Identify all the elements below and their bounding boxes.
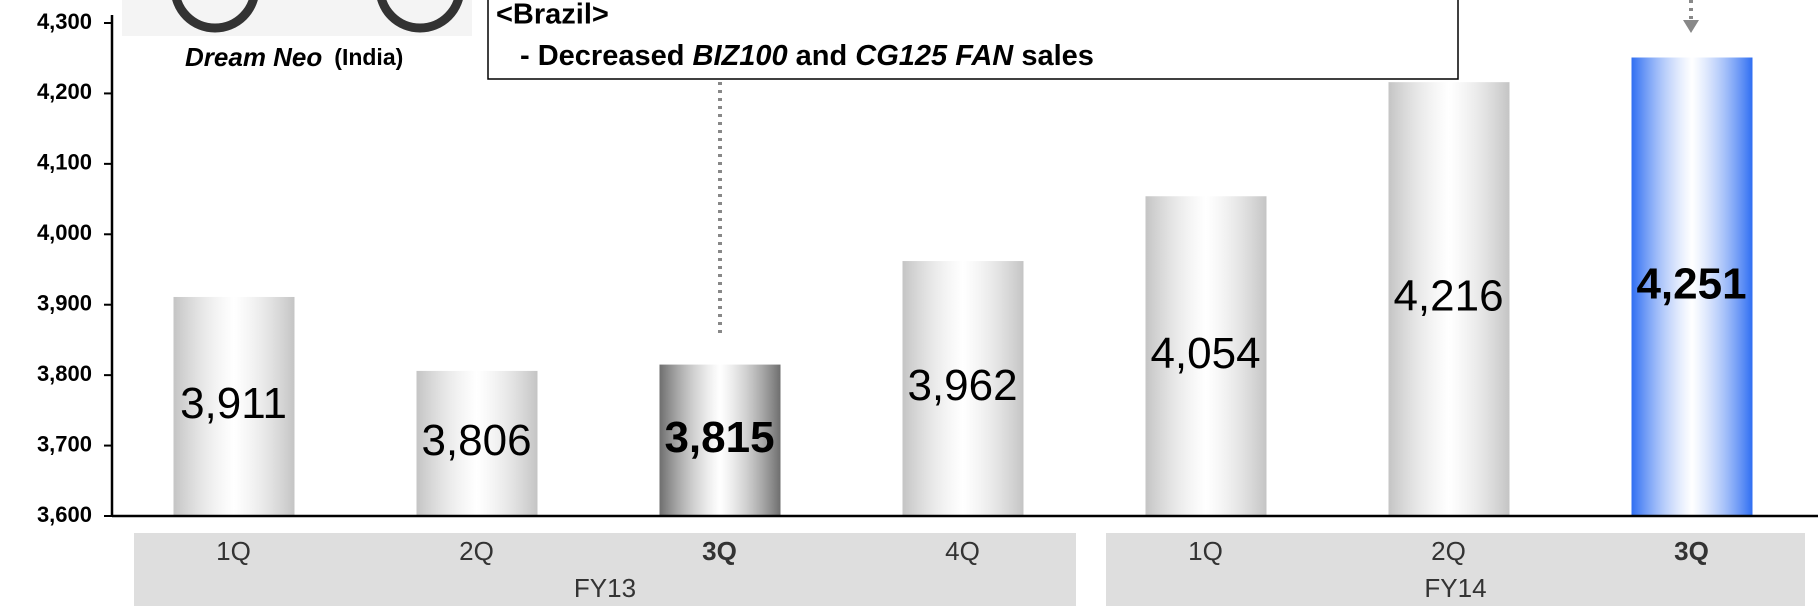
group-band [134, 533, 1076, 606]
y-tick-label: 3,600 [37, 502, 92, 527]
bar [416, 370, 538, 516]
value-label: 3,911 [180, 379, 287, 428]
x-tick-label: 1Q [1188, 536, 1223, 566]
y-tick-label: 3,900 [37, 291, 92, 316]
group-label: FY13 [574, 573, 636, 603]
value-label: 4,054 [1150, 329, 1260, 378]
arrow-head [1683, 20, 1699, 33]
note-text: sales [1021, 40, 1094, 72]
x-tick-label: 3Q [702, 536, 737, 566]
note-line: - Decreased BIZ100 and CG125 FAN sales [520, 40, 1094, 72]
motorcycle-image [122, 0, 472, 36]
note-box [487, 0, 1459, 80]
note-text: and [796, 40, 848, 72]
y-tick-label: 4,200 [37, 79, 92, 104]
model-name: Dream Neo [185, 42, 322, 72]
bar [1145, 196, 1267, 517]
note-model: CG125 FAN [855, 40, 1014, 72]
y-tick-label: 4,300 [37, 9, 92, 34]
bar [1388, 82, 1510, 516]
note-heading: <Brazil> [496, 0, 609, 31]
value-label: 4,251 [1636, 259, 1746, 308]
note-model: BIZ100 [693, 40, 788, 72]
bar [1631, 57, 1753, 516]
model-region: (India) [334, 44, 403, 70]
value-label: 4,216 [1393, 272, 1503, 321]
y-tick-label: 3,800 [37, 361, 92, 386]
group-band [1106, 533, 1805, 606]
y-tick-label: 3,700 [37, 431, 92, 456]
x-tick-label: 2Q [1431, 536, 1466, 566]
bar [659, 364, 781, 516]
note-text: - Decreased [520, 40, 684, 72]
x-tick-label: 3Q [1674, 536, 1709, 566]
value-label: 3,815 [664, 413, 774, 462]
bar [173, 296, 295, 516]
x-tick-label: 4Q [945, 536, 980, 566]
y-tick-label: 4,000 [37, 220, 92, 245]
y-tick-label: 4,100 [37, 150, 92, 175]
group-label: FY14 [1424, 573, 1486, 603]
model-caption: Dream Neo (India) [185, 42, 403, 72]
bar [902, 261, 1024, 516]
value-label: 3,962 [907, 361, 1017, 410]
x-tick-label: 2Q [459, 536, 494, 566]
x-tick-label: 1Q [216, 536, 251, 566]
value-label: 3,806 [421, 416, 531, 465]
